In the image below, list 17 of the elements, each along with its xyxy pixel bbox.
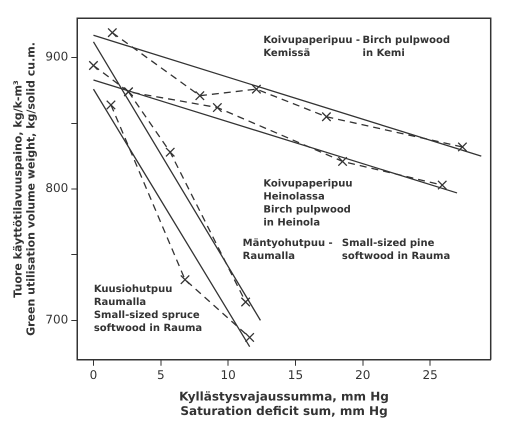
annotation: Small-sized pine softwood in Rauma: [342, 238, 450, 262]
x-tick-label: 15: [288, 368, 304, 382]
annotation: Koivupaperipuu - Kemissä: [263, 34, 360, 59]
x-tick-label: 25: [422, 368, 438, 382]
y-tick-label: 700: [45, 312, 68, 327]
x-axis-title: Kyllästysvajaussumma, mm Hg Saturation deficit sum, mm Hg: [179, 390, 389, 418]
annotation: Mäntyohutpuu - Raumalla: [242, 238, 333, 262]
annotation: Kuusiohutpuu Raumalla Small-sized spruce softwood in Rauma: [94, 284, 202, 334]
annotation: Birch pulpwood in Kemi: [362, 34, 450, 59]
annotation: Koivupaperipuu Heinolassa Birch pulpwood in Heinola: [263, 178, 352, 228]
y-axis-title: Tuore käyttötilavuuspaino, kg/k-m³ Green utilisation volume weight, kg/solid cu.m.: [11, 42, 38, 336]
x-tick-label: 10: [220, 368, 236, 382]
x-tick-label: 5: [156, 368, 165, 382]
y-tick-label: 900: [45, 50, 68, 64]
x-tick-label: 0: [90, 368, 98, 382]
y-tick-label: 800: [45, 181, 68, 196]
x-tick-label: 20: [355, 368, 370, 382]
